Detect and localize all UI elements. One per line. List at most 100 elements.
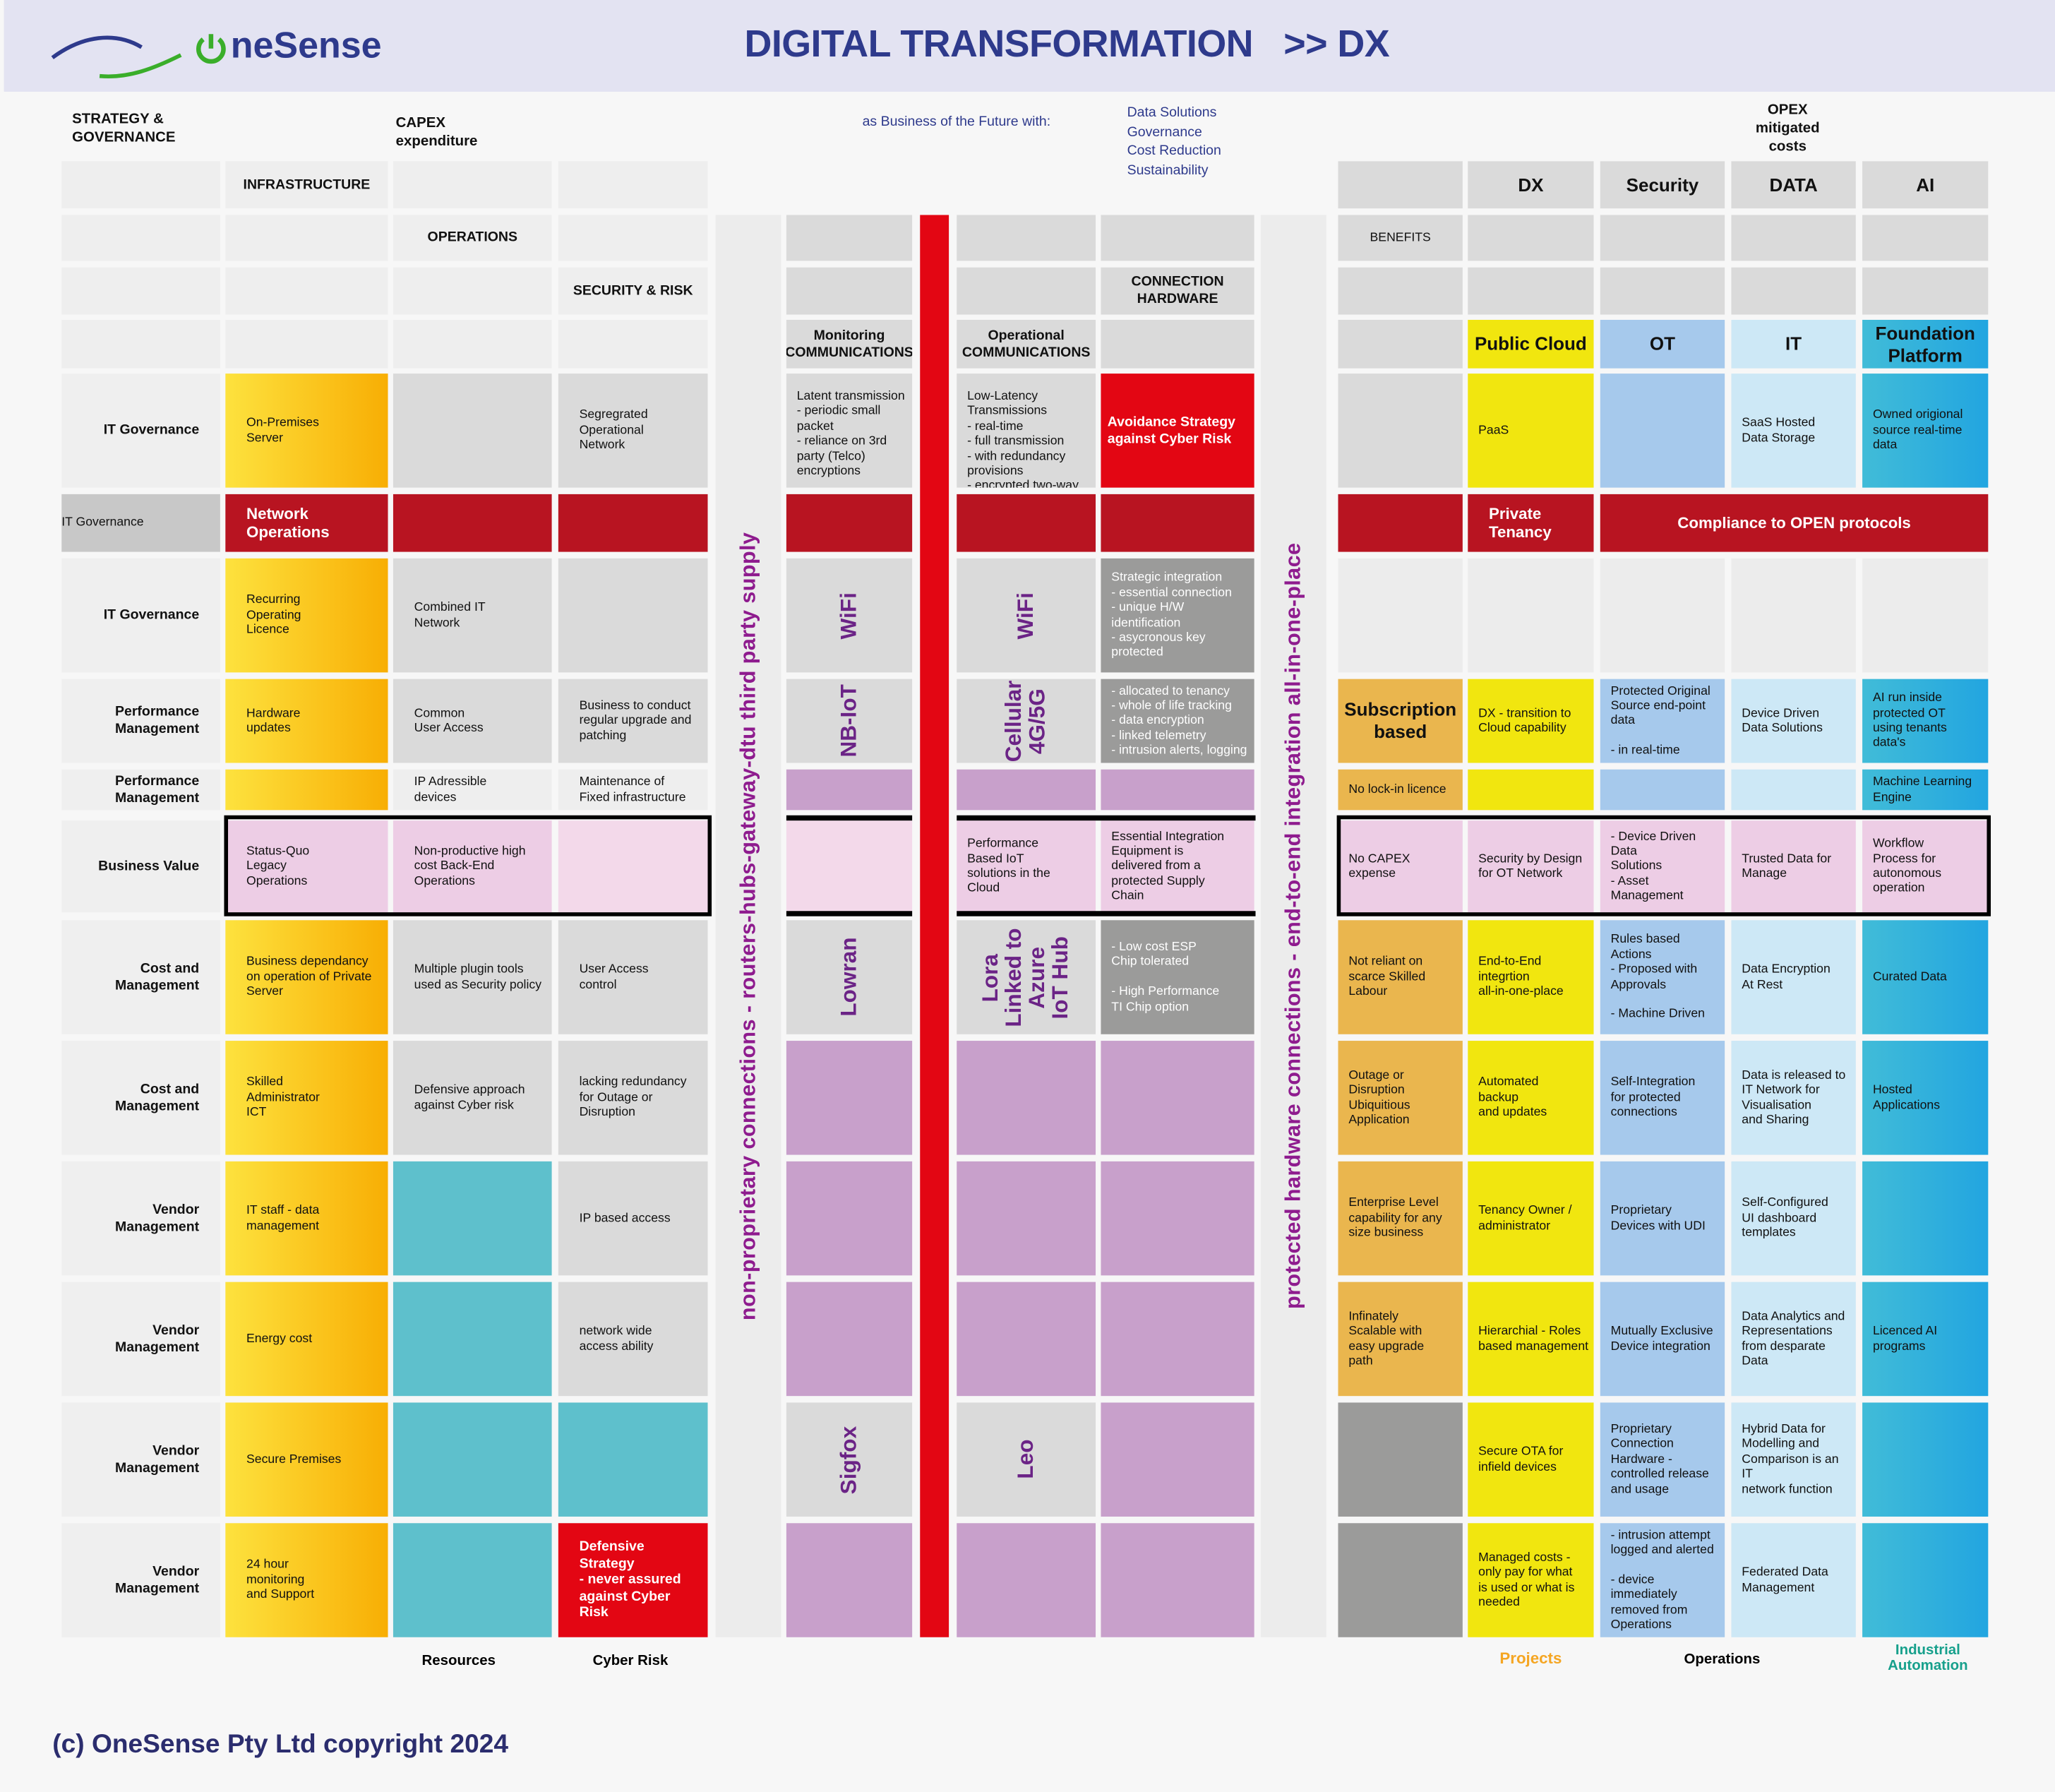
dx-cell: Automated backup and updates [1468, 1041, 1594, 1155]
operational-cell: WiFi [957, 558, 1096, 673]
sec-cell: - Device Driven Data Solutions - Asset M… [1600, 820, 1725, 913]
operations-cell: Multiple plugin tools used as Security p… [393, 920, 552, 1034]
grid-cell [1101, 494, 1254, 552]
grid-cell [1731, 215, 1856, 261]
business-value-bar [957, 911, 1256, 916]
dx-header: DX [1468, 161, 1594, 209]
operations-cell: IP Adressible devices [393, 769, 552, 811]
ai-cell: Owned origional source real-time data [1862, 374, 1989, 488]
ai-cell: AI run inside protected OT using tenants… [1862, 679, 1989, 763]
grid-cell [1338, 494, 1463, 552]
operational-cell: Leo [957, 1402, 1096, 1517]
grid-cell [225, 319, 388, 369]
grid-cell [786, 1523, 913, 1637]
grid-cell [558, 215, 708, 261]
security-cell: IP based access [558, 1161, 708, 1276]
grid-cell [1731, 267, 1856, 315]
monitoring-comms-header: Monitoring COMMUNICATIONS [786, 319, 913, 369]
title-main: DIGITAL TRANSFORMATION [744, 23, 1253, 66]
future-item: Sustainability [1127, 162, 1209, 178]
infra-cell: Skilled Administrator ICT [225, 1041, 388, 1155]
monitoring-cell-text: Lowran [836, 937, 861, 1017]
connection-cell: - allocated to tenancy - whole of life t… [1101, 679, 1254, 763]
dx-cell: Security by Design for OT Network [1468, 820, 1594, 913]
onesense-wave-logo-icon [51, 35, 182, 79]
sec-cell: Proprietary Devices with UDI [1600, 1161, 1725, 1276]
business-future-label: as Business of the Future with: [862, 114, 1051, 130]
dx-cell: Hierarchial - Roles based management [1468, 1282, 1594, 1397]
grid-cell [786, 1282, 913, 1397]
infrastructure-header: INFRASTRUCTURE [225, 161, 388, 209]
business-value-bar [957, 815, 1256, 821]
grid-cell [1862, 267, 1989, 315]
grid-cell [1338, 319, 1463, 369]
dx-cell: Secure OTA for infield devices [1468, 1402, 1594, 1517]
power-icon [196, 34, 226, 64]
monitoring-cell: Lowran [786, 920, 913, 1034]
operations-cell: Combined IT Network [393, 558, 552, 673]
industrial-automation-label: Industrial Automation [1888, 1642, 1968, 1673]
grid-cell [1338, 558, 1463, 673]
connection-hardware-header: CONNECTION HARDWARE [1101, 267, 1254, 315]
ai-cell: Licenced AI programs [1862, 1282, 1989, 1397]
infra-cell: IT staff - data management [225, 1161, 388, 1276]
grid-cell [558, 820, 708, 913]
dx-cell: Managed costs - only pay for what is use… [1468, 1523, 1594, 1637]
monitoring-cell-text: WiFi [836, 592, 861, 639]
grid-cell [786, 1161, 913, 1276]
operational-cell-text: Lora Linked to Azure IoT Hub [978, 927, 1074, 1027]
grid-cell [1862, 1402, 1989, 1517]
business-value-bar [786, 815, 913, 821]
grid-cell [1101, 1402, 1254, 1517]
row-label: Vendor Management [61, 1523, 220, 1637]
security-cell: Business to conduct regular upgrade and … [558, 679, 708, 763]
grid-cell [1468, 215, 1594, 261]
grid-cell [1600, 769, 1725, 811]
grid-cell [957, 494, 1096, 552]
future-item: Cost Reduction [1127, 143, 1221, 159]
row-label: Cost and Management [61, 1041, 220, 1155]
grid-cell [558, 558, 708, 673]
grid-cell [558, 1402, 708, 1517]
connection-cell: Avoidance Strategy against Cyber Risk [1101, 374, 1254, 488]
infra-cell: On-Premises Server [225, 374, 388, 488]
grid-cell [393, 374, 552, 488]
operations-label: Operations [1684, 1651, 1761, 1668]
grid-cell [393, 161, 552, 209]
grid-cell [786, 769, 913, 811]
data-cell: Data Encryption At Rest [1731, 920, 1856, 1034]
monitoring-cell: Latent transmission - periodic small pac… [786, 374, 913, 488]
monitoring-cell: WiFi [786, 558, 913, 673]
grid-cell [1338, 267, 1463, 315]
grid-cell [786, 494, 913, 552]
projects-label: Projects [1499, 1649, 1562, 1668]
security-cell: Segregrated Operational Network [558, 374, 708, 488]
grid-cell [957, 215, 1096, 261]
row-label: Vendor Management [61, 1282, 220, 1397]
security-cell: network wide access ability [558, 1282, 708, 1397]
dx-cell: Tenancy Owner / administrator [1468, 1161, 1594, 1276]
it-header: IT [1731, 319, 1856, 369]
grid-cell [957, 1282, 1096, 1397]
grid-cell [225, 267, 388, 315]
grid-cell [1101, 1041, 1254, 1155]
connection-cell: Essential Integration Equipment is deliv… [1101, 820, 1254, 913]
grid-cell [1600, 267, 1725, 315]
grid-cell [1338, 374, 1463, 488]
infra-cell: Network Operations [225, 494, 388, 552]
operational-cell: Lora Linked to Azure IoT Hub [957, 920, 1096, 1034]
third-party-band-text: non-proprietary connections - routers-hu… [736, 532, 760, 1320]
monitoring-cell-text: Sigfox [836, 1425, 861, 1494]
header-banner [4, 0, 2055, 92]
grid-cell [1862, 1161, 1989, 1276]
grid-cell [61, 161, 220, 209]
infra-cell: Hardware updates [225, 679, 388, 763]
page-title: DIGITAL TRANSFORMATION >> DX [744, 23, 1389, 66]
grid-cell [957, 267, 1096, 315]
grid-cell [786, 1041, 913, 1155]
benefits-cell: No CAPEX expense [1338, 820, 1463, 913]
future-item: Data Solutions [1127, 104, 1217, 121]
row-label: Performance Management [61, 769, 220, 811]
third-party-band: non-proprietary connections - routers-hu… [715, 215, 781, 1637]
